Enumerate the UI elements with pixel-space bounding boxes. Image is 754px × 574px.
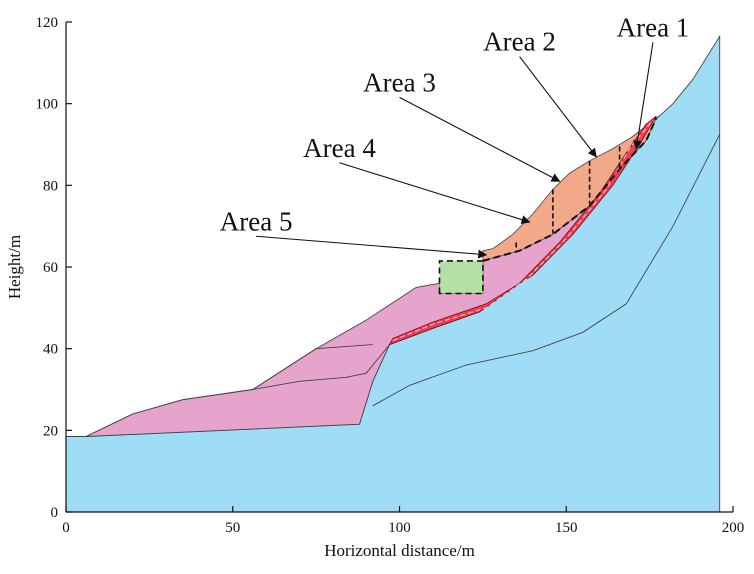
x-tick-label: 100	[388, 520, 411, 536]
y-tick-label: 60	[43, 260, 58, 276]
slip-center-line	[392, 119, 654, 342]
x-tick-label: 150	[555, 520, 578, 536]
area-5-region	[438, 260, 484, 295]
y-tick-label: 100	[36, 97, 59, 113]
area-3-arrow	[399, 96, 561, 182]
slip-boundary-dashed	[482, 117, 658, 262]
x-tick-label: 200	[722, 520, 745, 536]
bedrock-region	[65, 34, 721, 513]
area-2-arrow	[519, 56, 597, 158]
y-tick-label: 0	[51, 505, 59, 521]
area-3-label: Area 3	[363, 67, 436, 97]
area-2-label: Area 2	[483, 27, 556, 57]
x-axis-ticks: 0 50 100 150 200	[62, 506, 744, 536]
axes: 0 50 100 150 200 0 20 40 60 80 100 120 Horizontal …	[5, 15, 744, 560]
contour-line-1	[85, 344, 390, 437]
area-5-arrow	[256, 235, 488, 259]
y-axis-ticks: 0 20 40 60 80 100 120	[36, 15, 72, 521]
area-annotations: Area 1 Area 2 Area 3 Area 4 Area 5	[220, 12, 690, 259]
y-tick-label: 80	[43, 178, 58, 194]
area-4-label: Area 4	[303, 133, 376, 163]
area-divider-lines	[515, 146, 621, 251]
area-5-label: Area 5	[220, 206, 293, 236]
x-axis-title: Horizontal distance/m	[324, 541, 475, 560]
y-tick-label: 20	[43, 423, 58, 439]
area-1-4-region	[482, 117, 657, 262]
y-tick-label: 40	[43, 342, 58, 358]
x-tick-label: 0	[62, 520, 70, 536]
plot-regions	[65, 34, 721, 513]
area-4-arrow	[339, 162, 531, 224]
contour-line-2	[252, 344, 373, 390]
plot-lines	[85, 117, 721, 437]
area-1-label: Area 1	[617, 12, 690, 42]
rock-interface-line	[372, 134, 721, 407]
x-tick-label: 50	[225, 520, 240, 536]
y-tick-label: 120	[36, 15, 59, 31]
area-1-arrow	[633, 42, 654, 150]
y-axis-title: Height/m	[5, 235, 24, 299]
